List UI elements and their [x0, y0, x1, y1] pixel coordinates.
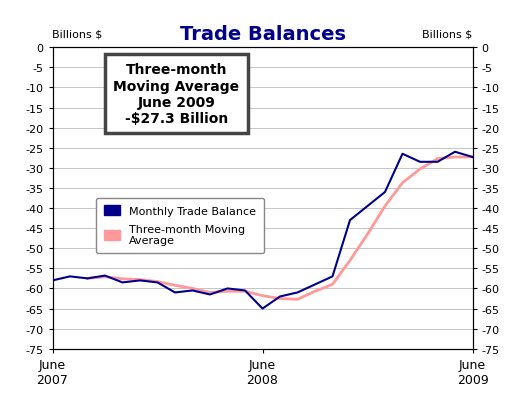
Text: Three-month
Moving Average
June 2009
-$27.3 Billion: Three-month Moving Average June 2009 -$2… [113, 63, 239, 126]
Text: Billions $: Billions $ [422, 30, 472, 40]
Title: Trade Balances: Trade Balances [180, 25, 345, 44]
Legend: Monthly Trade Balance, Three-month Moving
Average: Monthly Trade Balance, Three-month Movin… [96, 198, 264, 253]
Text: Billions $: Billions $ [52, 30, 103, 40]
